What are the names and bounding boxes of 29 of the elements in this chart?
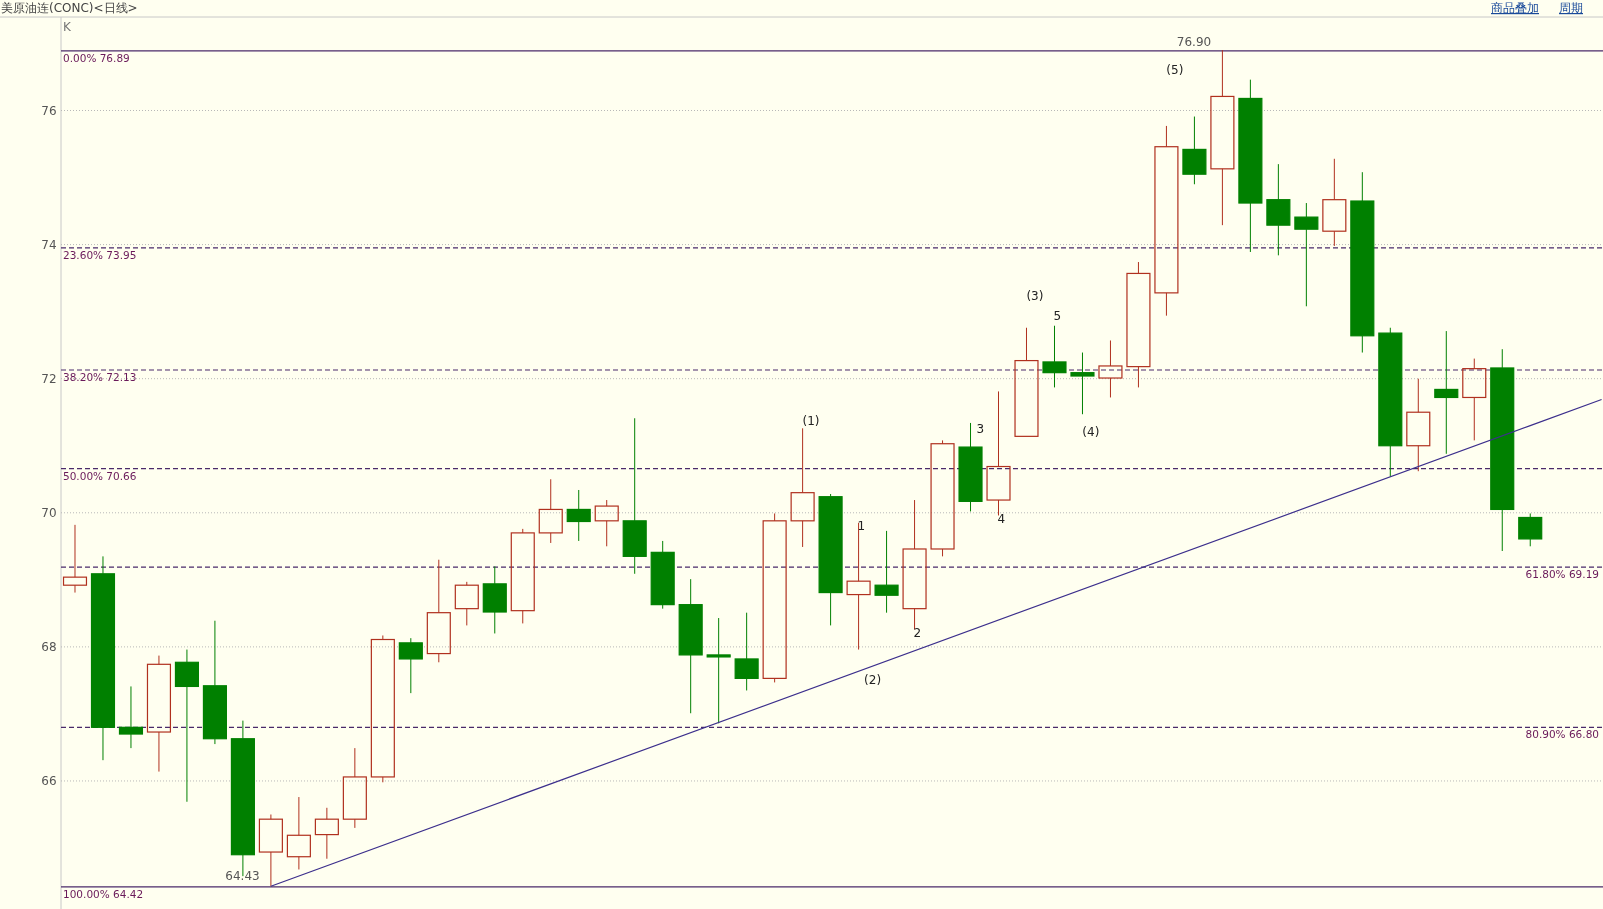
annotation: 2 <box>913 626 922 641</box>
annotation: 4 <box>997 512 1006 527</box>
y-tick-label: 66 <box>41 773 57 788</box>
text: 周期 <box>1559 1 1583 15</box>
y-tick-label: 68 <box>41 639 57 654</box>
ref-line-label: 0.00% 76.89 <box>63 51 130 64</box>
annotation: 76.90 <box>1176 35 1212 50</box>
y-tick-label: 76 <box>41 103 57 118</box>
annotation: 64.43 <box>225 869 260 884</box>
annotation: (2) <box>864 673 882 688</box>
y-tick-label: 74 <box>41 237 57 252</box>
text: 商品叠加 <box>1491 1 1539 15</box>
annotation: (3) <box>1026 289 1044 304</box>
annotation: 1 <box>857 519 866 534</box>
ref-line-label: 38.20% 72.13 <box>63 370 137 383</box>
ref-line-label: 50.00% 70.66 <box>63 469 137 482</box>
annotation: (4) <box>1082 425 1100 440</box>
y-tick-label: 72 <box>41 371 57 386</box>
ref-line-label: 23.60% 73.95 <box>63 248 137 261</box>
annotation: K <box>63 20 72 34</box>
annotation: 3 <box>976 421 985 436</box>
annotation: 5 <box>1053 308 1062 323</box>
ref-line-label: 100.00% 64.42 <box>63 887 144 900</box>
annotation: (1) <box>802 413 820 428</box>
ref-line-label: 80.90% 66.80 <box>1525 728 1599 741</box>
ref-line-label: 61.80% 69.19 <box>1525 568 1599 581</box>
annotation: (5) <box>1166 63 1184 78</box>
chart-title: 美原油连(CONC)<日线> <box>1 1 138 15</box>
y-tick-label: 70 <box>41 505 57 520</box>
